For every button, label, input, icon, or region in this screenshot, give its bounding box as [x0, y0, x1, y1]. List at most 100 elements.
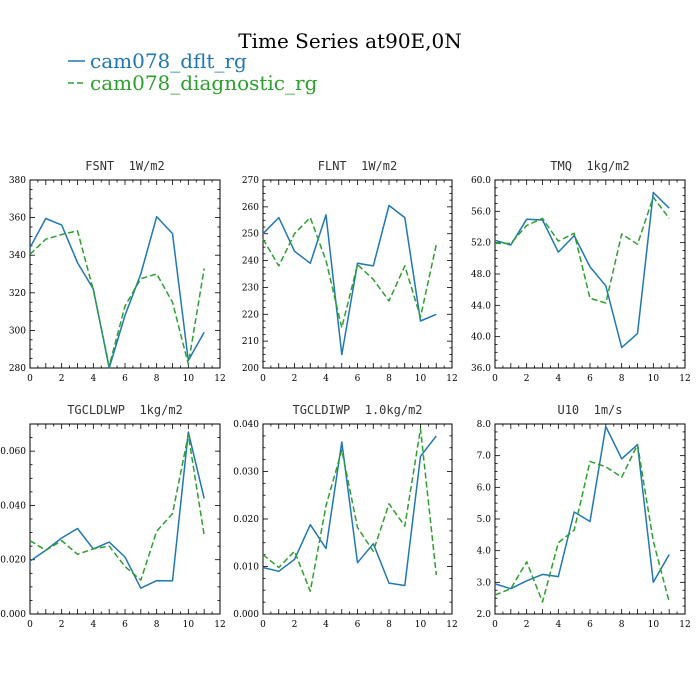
x-tick-label: 10 — [415, 374, 427, 384]
x-tick-label: 4 — [555, 620, 561, 630]
x-tick-label: 2 — [524, 374, 530, 384]
y-tick-label: 360 — [9, 214, 26, 224]
x-tick-label: 2 — [292, 620, 298, 630]
y-tick-label: 210 — [242, 337, 259, 347]
legend: cam078_dflt_rg cam078_diagnostic_rg — [68, 49, 318, 95]
y-tick-label: 4.0 — [477, 547, 492, 557]
y-tick-label: 0.000 — [233, 610, 259, 620]
x-tick-label: 12 — [446, 620, 457, 630]
x-tick-label: 4 — [323, 374, 329, 384]
y-tick-label: 260 — [242, 203, 259, 213]
panel-title-u10: U10 1m/s — [557, 403, 622, 417]
panel-title-fsnt: FSNT 1W/m2 — [85, 159, 164, 173]
x-tick-label: 2 — [524, 620, 530, 630]
series-line-dflt-tmq — [494, 191, 670, 349]
x-tick-label: 8 — [619, 374, 625, 384]
x-tick-label: 2 — [59, 374, 65, 384]
y-tick-label: 3.0 — [477, 578, 492, 588]
series-line-diagnostic-tmq — [495, 196, 670, 304]
y-tick-label: 0.040 — [0, 501, 26, 511]
x-tick-label: 12 — [679, 374, 690, 384]
panel-fsnt: FSNT 1W/m2 0 2 4 6 8 10 12 280 300 320 340 360 380 — [9, 159, 226, 384]
plot-frame-tmq — [494, 179, 686, 369]
x-tick-label: 0 — [27, 374, 33, 384]
y-tick-label: 0.030 — [233, 468, 259, 478]
legend-label-dflt: cam078_dflt_rg — [90, 49, 247, 73]
y-tick-label: 200 — [242, 364, 259, 374]
series-line-diagnostic-flnt — [262, 216, 438, 329]
x-tick-label: 12 — [214, 620, 225, 630]
x-tick-label: 8 — [386, 620, 392, 630]
x-tick-label: 0 — [27, 620, 33, 630]
x-tick-label: 8 — [154, 620, 160, 630]
y-tick-label: 0.040 — [233, 420, 259, 430]
x-tick-label: 4 — [90, 620, 96, 630]
x-tick-label: 6 — [587, 374, 593, 384]
y-tick-label: 320 — [9, 289, 26, 299]
x-tick-label: 0 — [492, 374, 498, 384]
y-tick-label: 5.0 — [477, 515, 492, 525]
panel-title-flnt: FLNT 1W/m2 — [318, 159, 397, 173]
y-tick-label: 0.020 — [0, 556, 26, 566]
legend-label-diagnostic: cam078_diagnostic_rg — [90, 71, 318, 95]
y-tick-label: 44.0 — [471, 301, 491, 311]
y-tick-label: 8.0 — [477, 420, 492, 430]
y-tick-label: 380 — [9, 176, 26, 186]
x-tick-label: 12 — [679, 620, 690, 630]
y-tick-label: 36.0 — [471, 364, 491, 374]
x-tick-label: 10 — [183, 374, 195, 384]
panel-tgcldiwp: TGCLDIWP 1.0kg/m2 0 2 4 6 8 10 12 0.000 0.010 0.02… — [233, 403, 457, 630]
series-line-dflt-tgcldiwp — [262, 435, 437, 587]
series-line-dflt-flnt — [262, 204, 437, 356]
y-tick-label: 220 — [242, 310, 259, 320]
y-tick-label: 240 — [242, 257, 259, 267]
figure-title: Time Series at90E,0N — [238, 29, 461, 53]
y-tick-label: 2.0 — [477, 610, 492, 620]
series-line-diagnostic-tgcldlwp — [29, 434, 205, 581]
series-line-diagnostic-fsnt — [29, 230, 205, 367]
x-tick-label: 10 — [415, 620, 427, 630]
y-tick-label: 270 — [242, 176, 259, 186]
y-tick-label: 40.0 — [471, 333, 491, 343]
x-tick-label: 4 — [323, 620, 329, 630]
x-tick-label: 6 — [355, 620, 361, 630]
x-tick-label: 6 — [122, 620, 128, 630]
panel-u10: U10 1m/s 0 2 4 6 8 10 12 2.0 3.0 4.0 5.0 6.0 7.0 8.0 — [477, 403, 691, 630]
series-line-diagnostic-tgcldiwp — [262, 428, 438, 592]
x-tick-label: 4 — [90, 374, 96, 384]
y-tick-label: 340 — [9, 251, 26, 261]
plot-frame-flnt — [262, 179, 453, 369]
x-tick-label: 10 — [648, 374, 660, 384]
series-line-diagnostic-u10 — [494, 443, 670, 603]
x-tick-label: 4 — [555, 374, 561, 384]
x-tick-label: 0 — [260, 374, 266, 384]
series-line-dflt-u10 — [494, 425, 670, 590]
y-tick-label: 230 — [242, 283, 259, 293]
x-tick-label: 10 — [183, 620, 195, 630]
x-tick-label: 12 — [214, 374, 225, 384]
series-line-dflt-tgcldlwp — [29, 431, 205, 589]
panel-tgcldlwp: TGCLDLWP 1kg/m2 0 2 4 6 8 10 12 0.000 0.020 0.040 0… — [0, 403, 225, 630]
x-tick-label: 0 — [492, 620, 498, 630]
y-tick-label: 56.0 — [471, 207, 491, 217]
panel-flnt: FLNT 1W/m2 0 2 4 6 8 10 12 200 210 220 230 240 250 260… — [242, 159, 458, 384]
plot-frame-fsnt — [29, 179, 221, 369]
x-tick-label: 8 — [619, 620, 625, 630]
y-tick-label: 48.0 — [471, 270, 491, 280]
y-tick-label: 280 — [9, 364, 26, 374]
x-tick-label: 12 — [446, 374, 457, 384]
series-line-dflt-fsnt — [29, 215, 205, 369]
y-tick-label: 0.020 — [233, 515, 259, 525]
y-tick-label: 7.0 — [477, 452, 492, 462]
panel-title-tmq: TMQ 1kg/m2 — [550, 159, 629, 173]
y-tick-label: 250 — [242, 230, 259, 240]
x-tick-label: 2 — [59, 620, 65, 630]
y-tick-label: 52.0 — [471, 239, 491, 249]
x-tick-label: 8 — [154, 374, 160, 384]
x-tick-label: 8 — [386, 374, 392, 384]
x-tick-label: 2 — [292, 374, 298, 384]
panel-title-tgcldlwp: TGCLDLWP 1kg/m2 — [67, 403, 183, 417]
y-tick-label: 0.010 — [233, 563, 259, 573]
x-tick-label: 0 — [260, 620, 266, 630]
